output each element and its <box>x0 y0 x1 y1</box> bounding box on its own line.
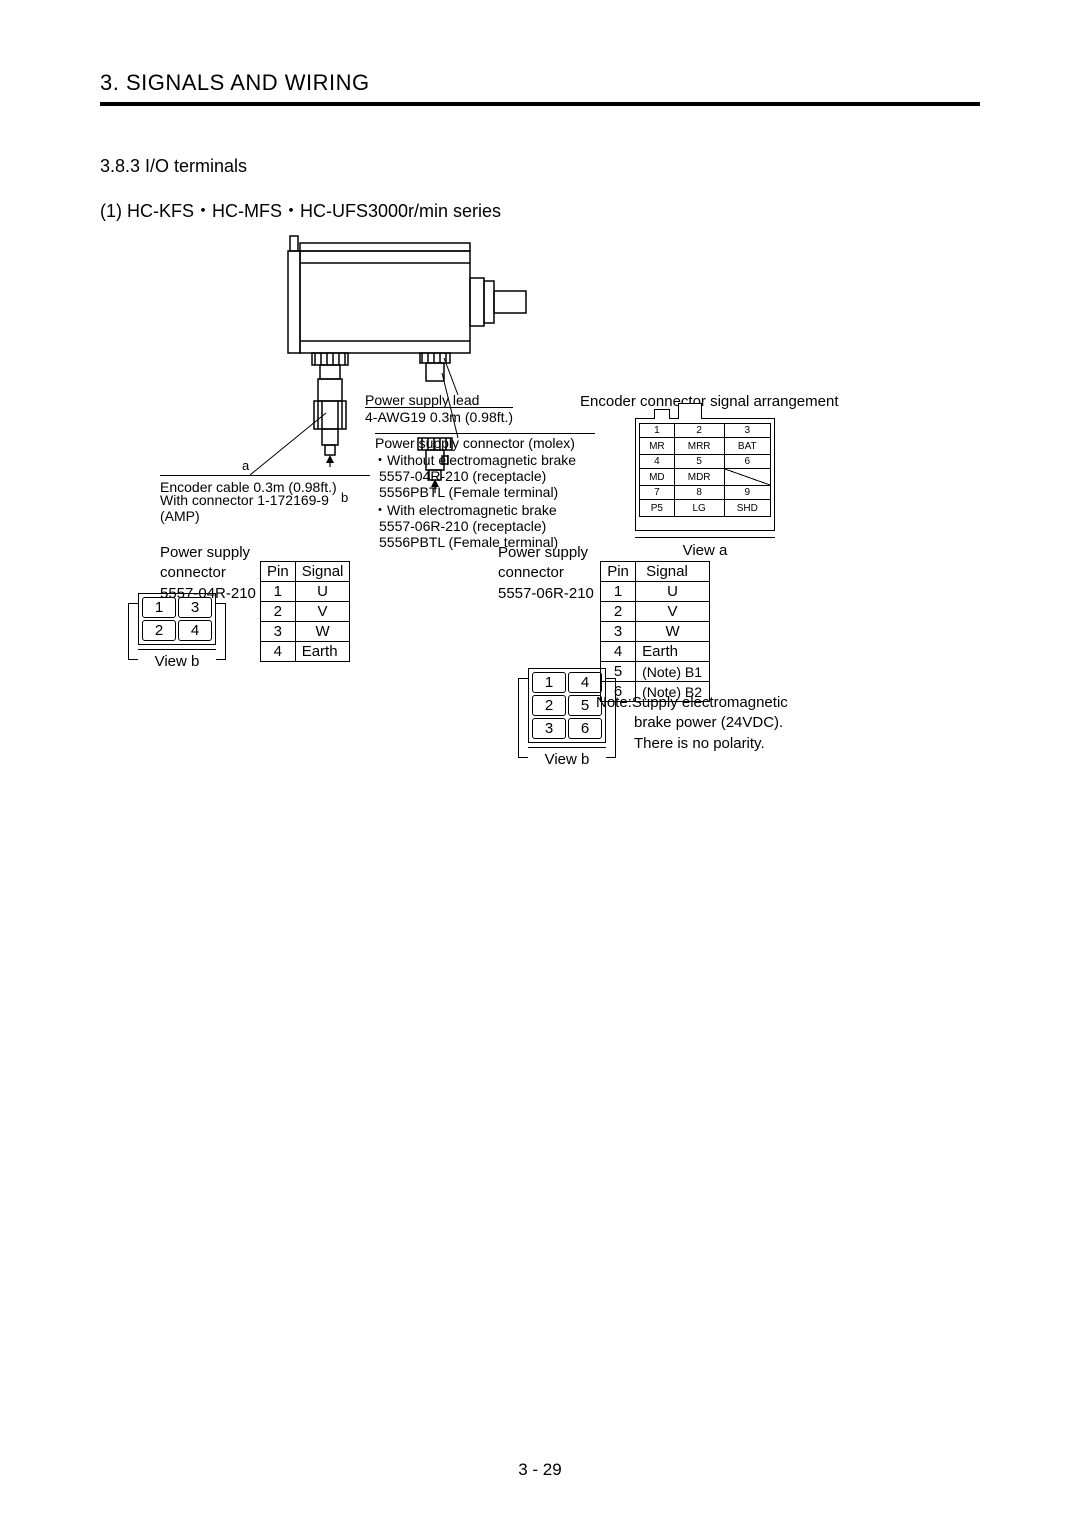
cell: W <box>295 622 350 642</box>
cell: U <box>295 582 350 602</box>
pin-cell: 3 <box>532 718 566 739</box>
cell: MD <box>640 469 675 486</box>
title-rule <box>100 102 980 106</box>
cell: 2 <box>601 602 636 622</box>
cell: 3 <box>261 622 296 642</box>
th-signal: Signal <box>636 562 710 582</box>
chapter-title: 3. SIGNALS AND WIRING <box>100 70 980 96</box>
cell: 5 <box>674 455 724 469</box>
cell: V <box>295 602 350 622</box>
cell: 8 <box>674 486 724 500</box>
ps-left-l1: Power supply <box>160 544 250 561</box>
cell: 1 <box>261 582 296 602</box>
pin-cell: 4 <box>178 620 212 641</box>
cell: P5 <box>640 500 675 517</box>
cell-empty <box>724 469 770 486</box>
note-text: Note:Supply electromagnetic brake power … <box>596 693 788 754</box>
pin-cell: 1 <box>142 597 176 618</box>
view-b-label-left: View b <box>138 649 216 670</box>
th-signal: Signal <box>295 562 350 582</box>
pin-cell: 2 <box>142 620 176 641</box>
cell: 4 <box>640 455 675 469</box>
cell: 3 <box>601 622 636 642</box>
label-a: a <box>242 457 249 475</box>
cell: U <box>636 582 710 602</box>
cell: 2 <box>261 602 296 622</box>
cell: SHD <box>724 500 770 517</box>
note-line1: Note:Supply electromagnetic <box>596 694 788 711</box>
encoder-connector-table: 1 2 3 MR MRR BAT 4 5 6 MD <box>635 418 775 559</box>
cell: MDR <box>674 469 724 486</box>
ps-connector-right-label: Power supply connector 5557-06R-210 <box>498 543 594 604</box>
pin-signal-table-4: PinSignal 1U 2V 3W 4Earth <box>260 561 350 662</box>
cell: V <box>636 602 710 622</box>
view-a-label: View a <box>635 537 775 559</box>
cell: 2 <box>674 424 724 438</box>
cell: 1 <box>640 424 675 438</box>
note-line2: brake power (24VDC). <box>596 713 788 733</box>
ps-right-l2: connector <box>498 564 564 581</box>
pin-diagram-6: 1 4 2 5 3 6 View b <box>528 668 606 768</box>
note-line3: There is no polarity. <box>596 734 788 754</box>
cell: 1 <box>601 582 636 602</box>
encoder-signal-arrangement-title: Encoder connector signal arrangement <box>580 391 839 412</box>
cell: Earth <box>636 642 710 662</box>
pin-cell: 3 <box>178 597 212 618</box>
cell: W <box>636 622 710 642</box>
page-number: 3 - 29 <box>0 1460 1080 1480</box>
cell: 4 <box>261 642 296 662</box>
cell: 3 <box>724 424 770 438</box>
pin-cell: 4 <box>568 672 602 693</box>
pin-cell: 1 <box>532 672 566 693</box>
subsection-title: (1) HC-KFS・HC-MFS・HC-UFS3000r/min series <box>100 197 980 223</box>
cell: 5 <box>601 662 636 682</box>
cell: (Note) B1 <box>636 662 710 682</box>
female-terminal-1-label: 5556PBTL (Female terminal) <box>379 483 558 503</box>
pin-signal-table-6: PinSignal 1U 2V 3W 4Earth 5(Note) B1 6(N… <box>600 561 710 702</box>
cell: 9 <box>724 486 770 500</box>
figure-area: a b Encoder cable 0.3m (0.98ft.) With co… <box>100 233 980 793</box>
cell: 6 <box>724 455 770 469</box>
awg-label: 4-AWG19 0.3m (0.98ft.) <box>365 407 513 428</box>
pin-cell: 2 <box>532 695 566 716</box>
th-pin: Pin <box>601 562 636 582</box>
cell: MRR <box>674 438 724 455</box>
cell: MR <box>640 438 675 455</box>
ps-right-l3: 5557-06R-210 <box>498 585 594 602</box>
cell: BAT <box>724 438 770 455</box>
th-pin: Pin <box>261 562 296 582</box>
cell: 4 <box>601 642 636 662</box>
cell: Earth <box>295 642 350 662</box>
ps-right-l1: Power supply <box>498 544 588 561</box>
section-title: 3.8.3 I/O terminals <box>100 156 980 177</box>
view-b-label-right: View b <box>528 747 606 768</box>
cell: 7 <box>640 486 675 500</box>
pin-diagram-4: 1 3 2 4 View b <box>138 593 216 670</box>
cell: LG <box>674 500 724 517</box>
ps-left-l2: connector <box>160 564 226 581</box>
